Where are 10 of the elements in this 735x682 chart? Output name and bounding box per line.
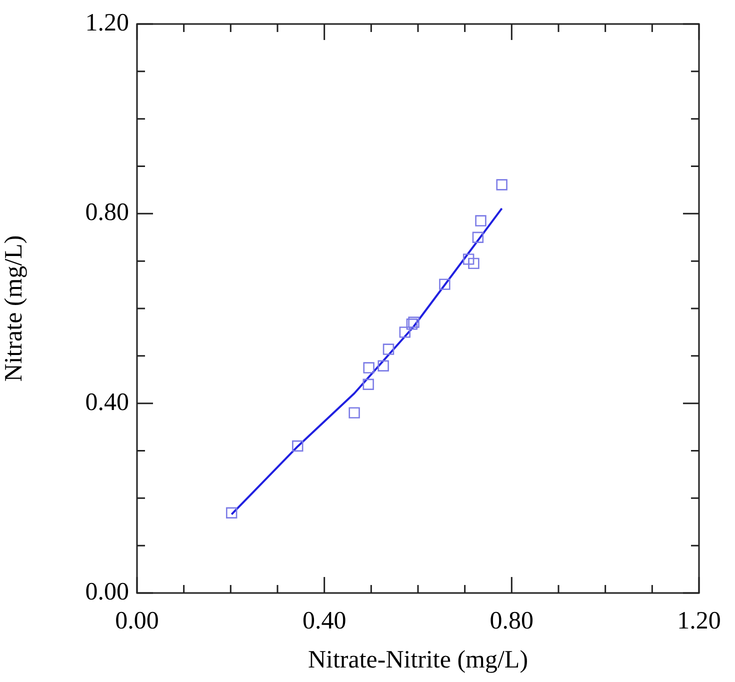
y-tick-label: 0.80 [85,199,129,226]
x-tick-label: 0.00 [115,608,159,635]
y-tick-label: 1.20 [85,10,129,37]
y-tick-label: 0.40 [85,388,129,416]
y-axis-title: Nitrate (mg/L) [0,235,28,382]
y-tick-label: 0.00 [85,578,129,606]
x-tick-label: 0.80 [490,608,534,635]
x-axis-title: Nitrate-Nitrite (mg/L) [308,646,528,674]
x-tick-label: 1.20 [677,608,721,635]
x-tick-label: 0.40 [302,608,346,635]
